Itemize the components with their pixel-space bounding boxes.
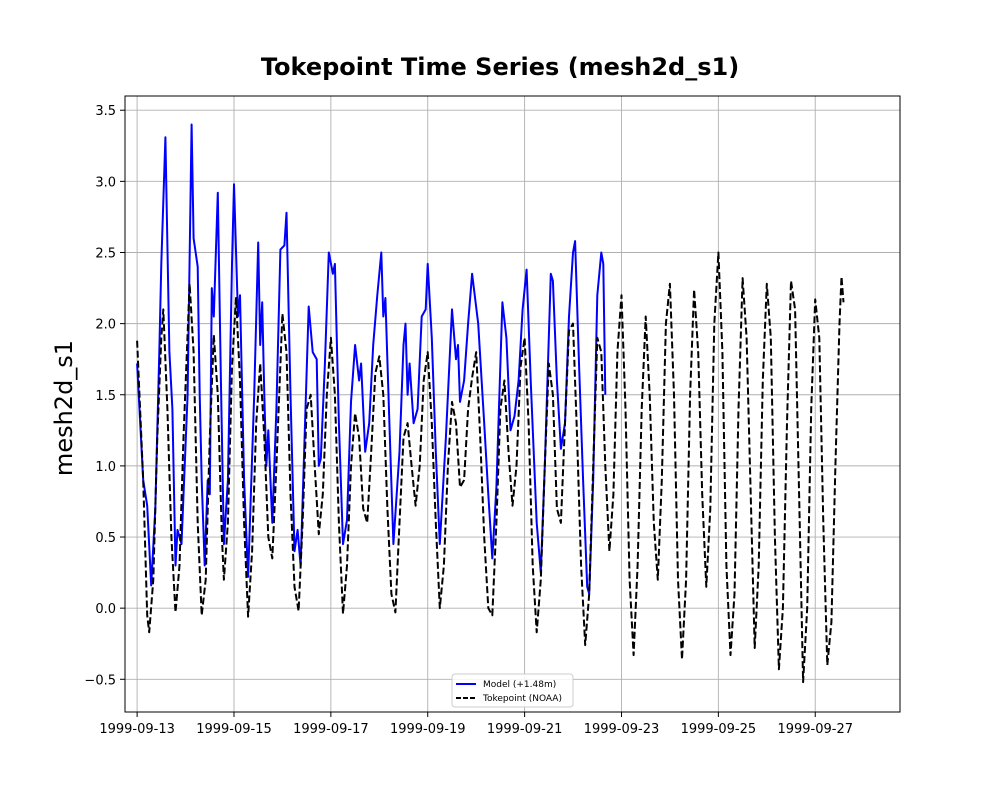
y-tick-label: 1.5 (95, 389, 116, 404)
y-tick-label: 3.5 (95, 104, 116, 119)
legend-label: Model (+1.48m) (483, 680, 556, 690)
x-tick-label: 1999-09-13 (99, 722, 175, 737)
x-tick-label: 1999-09-17 (293, 722, 369, 737)
x-tick-label: 1999-09-25 (681, 722, 757, 737)
y-tick-label: 0.5 (95, 531, 116, 546)
x-axis-ticks: 1999-09-13 1999-09-15 1999-09-17 1999-09-19… (99, 712, 853, 737)
legend-box (451, 673, 574, 708)
y-tick-label: 1.0 (95, 460, 116, 475)
y-axis-label: mesh2d_s1 (50, 340, 78, 476)
x-tick-label: 1999-09-15 (196, 722, 272, 737)
y-tick-label: 2.0 (95, 318, 116, 333)
x-tick-label: 1999-09-23 (584, 722, 660, 737)
y-tick-label: 0.0 (95, 602, 116, 617)
x-tick-label: 1999-09-27 (777, 722, 853, 737)
y-tick-label: 3.0 (95, 175, 116, 190)
plot-frame (124, 95, 901, 713)
x-tick-label: 1999-09-21 (487, 722, 563, 737)
series-lines (136, 123, 845, 684)
y-axis-ticks: −0.5 0.0 0.5 1.0 1.5 2.0 2.5 3.0 3.5 (84, 104, 125, 688)
x-tick-label: 1999-09-19 (390, 722, 466, 737)
legend-label: Tokepoint (NOAA) (482, 694, 562, 704)
y-tick-label: −0.5 (84, 673, 116, 688)
tokepoint-series-line (136, 251, 845, 684)
legend: Model (+1.48m) Tokepoint (NOAA) (451, 673, 574, 708)
grid (125, 96, 900, 712)
chart-title: Tokepoint Time Series (mesh2d_s1) (261, 53, 739, 81)
y-tick-label: 2.5 (95, 246, 116, 261)
